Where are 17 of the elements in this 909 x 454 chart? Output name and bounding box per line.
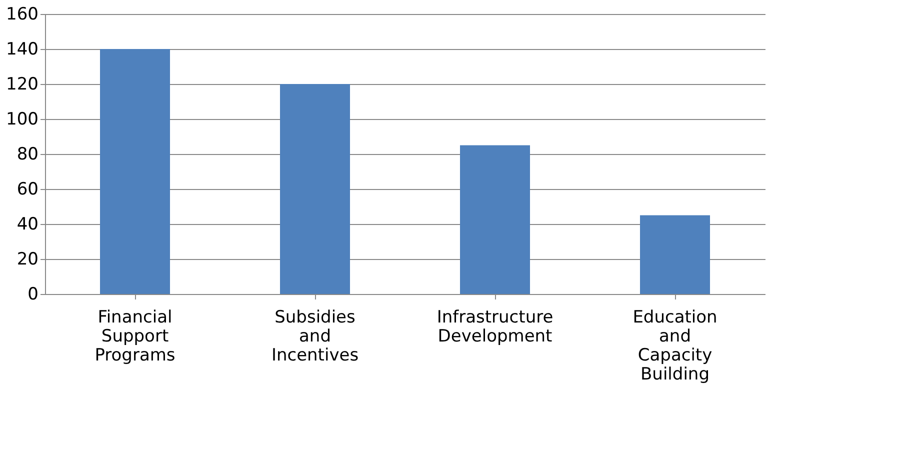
y-tick-label: 160 xyxy=(6,4,38,24)
x-tick-label: Infrastructure Development xyxy=(436,308,554,346)
bar xyxy=(640,215,710,294)
y-tick-label: 40 xyxy=(16,214,38,234)
x-tick-label: Financial Support Programs xyxy=(94,308,176,366)
y-tick-label: 140 xyxy=(6,40,38,60)
x-tick-label: Education and Capacity Building xyxy=(632,308,718,384)
bar xyxy=(460,145,530,294)
y-tick-label: 20 xyxy=(16,250,38,270)
y-tick-label: 120 xyxy=(6,74,38,94)
y-tick-label: 100 xyxy=(6,110,38,130)
y-tick-label: 60 xyxy=(16,180,38,200)
y-tick-label: 80 xyxy=(16,144,38,164)
bar xyxy=(100,49,170,294)
bar xyxy=(280,84,350,294)
x-tick-label: Subsidies and Incentives xyxy=(271,308,359,366)
y-tick-label: 0 xyxy=(28,284,38,304)
